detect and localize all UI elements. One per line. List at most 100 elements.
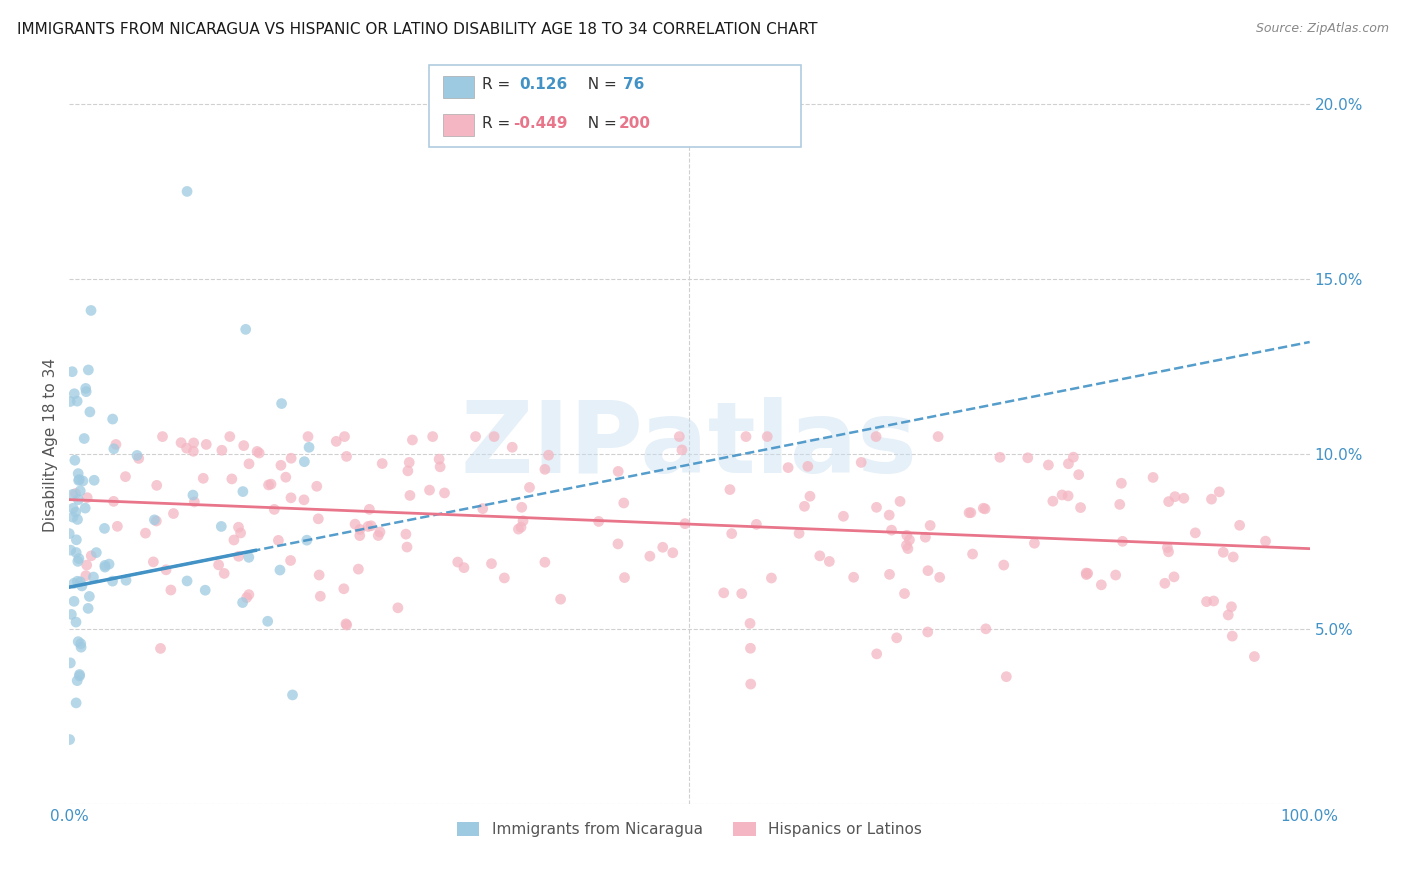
Point — [82, 570, 104, 584]
Point — [256, 614, 278, 628]
Point — [59, 656, 82, 670]
Point — [238, 457, 260, 471]
Point — [207, 558, 229, 572]
Text: IMMIGRANTS FROM NICARAGUA VS HISPANIC OR LATINO DISABILITY AGE 18 TO 34 CORRELAT: IMMIGRANTS FROM NICARAGUA VS HISPANIC OR… — [17, 22, 817, 37]
Point — [142, 555, 165, 569]
Point — [1017, 450, 1039, 465]
Point — [103, 494, 125, 508]
Point — [349, 528, 371, 542]
Point — [1111, 476, 1133, 491]
Point — [787, 526, 810, 541]
Point — [114, 469, 136, 483]
Point — [613, 571, 636, 585]
Point — [893, 586, 915, 600]
Point — [756, 429, 779, 443]
Point — [280, 451, 302, 466]
Point — [396, 464, 419, 478]
Point — [510, 520, 533, 534]
Point — [344, 517, 367, 532]
Point — [65, 615, 87, 629]
Point — [67, 474, 90, 488]
Point — [395, 527, 418, 541]
Point — [160, 582, 183, 597]
Point — [359, 502, 381, 516]
Point — [280, 553, 302, 567]
Point — [281, 688, 304, 702]
Point — [79, 590, 101, 604]
Point — [149, 641, 172, 656]
Point — [66, 574, 89, 589]
Point — [399, 488, 422, 502]
Point — [972, 501, 994, 516]
Point — [720, 526, 742, 541]
Point — [1163, 570, 1185, 584]
Point — [1090, 578, 1112, 592]
Point — [1076, 567, 1098, 582]
Point — [260, 477, 283, 491]
Point — [1070, 500, 1092, 515]
Point — [735, 429, 758, 443]
Point — [69, 667, 91, 681]
Point — [1142, 470, 1164, 484]
Point — [1195, 594, 1218, 608]
Point — [920, 518, 942, 533]
Point — [866, 647, 889, 661]
Point — [65, 486, 87, 500]
Point — [307, 512, 329, 526]
Point — [638, 549, 661, 564]
Point — [962, 547, 984, 561]
Point — [325, 434, 347, 449]
Point — [292, 455, 315, 469]
Point — [333, 582, 356, 596]
Point — [59, 543, 82, 558]
Point — [429, 459, 451, 474]
Point — [222, 533, 245, 547]
Point — [534, 555, 557, 569]
Point — [63, 453, 86, 467]
Point — [387, 600, 409, 615]
Point — [1220, 599, 1243, 614]
Point — [103, 442, 125, 456]
Point — [298, 440, 321, 454]
Point — [537, 448, 560, 462]
Point — [72, 474, 94, 488]
Point — [1157, 494, 1180, 508]
Point — [1024, 536, 1046, 550]
Point — [360, 518, 382, 533]
Point — [70, 640, 93, 655]
Point — [1229, 518, 1251, 533]
Point — [232, 439, 254, 453]
Point — [181, 488, 204, 502]
Point — [607, 464, 630, 478]
Text: 76: 76 — [623, 78, 644, 92]
Point — [1050, 488, 1073, 502]
Point — [588, 515, 610, 529]
Point — [305, 479, 328, 493]
Point — [974, 622, 997, 636]
Point — [76, 558, 98, 573]
Point — [917, 564, 939, 578]
Point — [270, 458, 292, 473]
Point — [1220, 629, 1243, 643]
Point — [471, 501, 494, 516]
Point — [607, 537, 630, 551]
Point — [797, 459, 820, 474]
Point — [519, 480, 541, 494]
Point — [1164, 490, 1187, 504]
Point — [66, 554, 89, 568]
Point — [170, 435, 193, 450]
Point — [152, 429, 174, 443]
Point — [368, 524, 391, 539]
Point — [267, 533, 290, 548]
Point — [274, 470, 297, 484]
Point — [62, 510, 84, 524]
Point — [212, 566, 235, 581]
Point — [309, 589, 332, 603]
Point — [1243, 649, 1265, 664]
Point — [115, 574, 138, 588]
Point — [494, 571, 516, 585]
Point — [433, 486, 456, 500]
Legend: Immigrants from Nicaragua, Hispanics or Latinos: Immigrants from Nicaragua, Hispanics or … — [450, 816, 928, 843]
Point — [1184, 525, 1206, 540]
Point — [957, 506, 980, 520]
